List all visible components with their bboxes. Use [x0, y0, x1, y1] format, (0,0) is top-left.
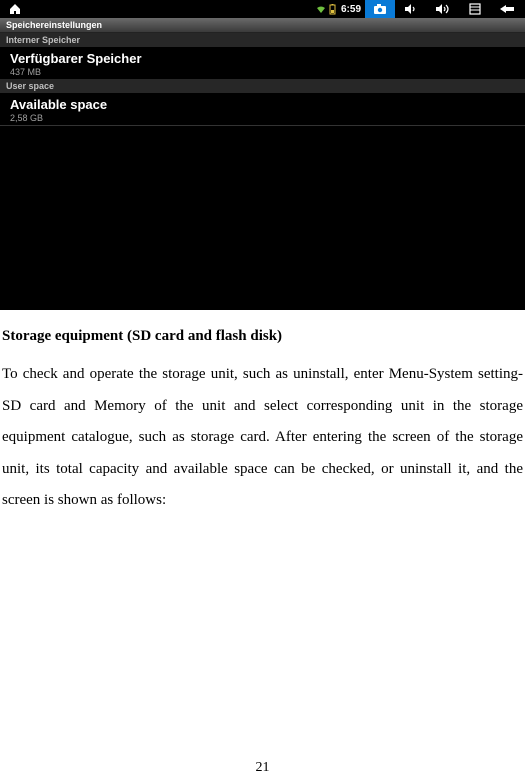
available-space-value: 2,58 GB [10, 113, 515, 123]
section-internal-storage: Interner Speicher [0, 33, 525, 47]
section-user-space: User space [0, 79, 525, 93]
document-body: Storage equipment (SD card and flash dis… [0, 310, 525, 517]
status-indicators: 6:59 [316, 0, 365, 18]
android-settings-screenshot: 6:59 Speichereinstellungen Interner Spei… [0, 0, 525, 310]
section-heading: Storage equipment (SD card and flash dis… [2, 328, 523, 345]
clock-text: 6:59 [339, 4, 363, 15]
camera-button[interactable] [365, 0, 395, 18]
battery-icon [329, 4, 336, 15]
wifi-icon [316, 4, 326, 14]
back-button[interactable] [491, 0, 523, 18]
section-paragraph: To check and operate the storage unit, s… [2, 359, 523, 517]
volume-down-button[interactable] [395, 0, 427, 18]
home-icon[interactable] [8, 3, 22, 15]
available-storage-title: Verfügbarer Speicher [10, 51, 515, 66]
page-number: 21 [0, 760, 525, 776]
available-space-row[interactable]: Available space 2,58 GB [0, 93, 525, 125]
settings-title: Speichereinstellungen [0, 18, 525, 33]
volume-up-button[interactable] [427, 0, 459, 18]
available-storage-row[interactable]: Verfügbarer Speicher 437 MB [0, 47, 525, 79]
available-storage-value: 437 MB [10, 67, 515, 77]
available-space-title: Available space [10, 97, 515, 112]
status-left [2, 3, 22, 15]
menu-button[interactable] [459, 0, 491, 18]
status-bar: 6:59 [0, 0, 525, 18]
status-right: 6:59 [316, 0, 523, 18]
divider [0, 125, 525, 126]
